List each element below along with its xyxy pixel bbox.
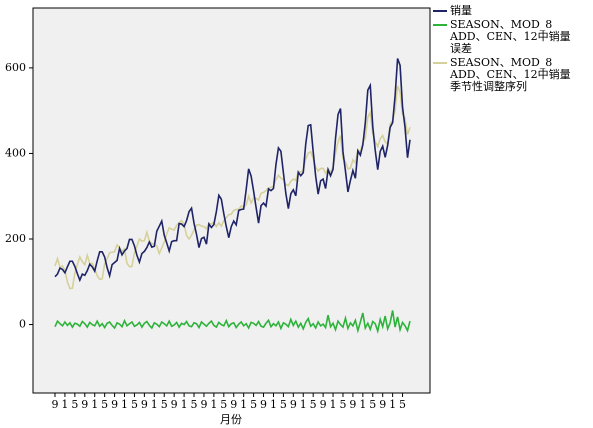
- x-tick-label: 9: [379, 398, 386, 411]
- y-tick-label: 600: [5, 61, 26, 74]
- legend-label: SEASON、MOD_8 ADD、CEN、12中销量误差: [449, 18, 571, 55]
- series-line: [54, 58, 411, 283]
- x-tick-label: 9: [52, 398, 59, 411]
- x-tick-label: 1: [240, 398, 247, 411]
- x-tick-label: 1: [389, 398, 396, 411]
- y-tick-label: 0: [19, 318, 26, 331]
- x-tick-label: 9: [141, 398, 148, 411]
- x-tick-label: 5: [399, 398, 406, 411]
- x-tick-label: 9: [349, 398, 356, 411]
- x-tick-label: 9: [200, 398, 207, 411]
- x-tick-label: 1: [270, 398, 277, 411]
- x-tick-label: 9: [171, 398, 178, 411]
- x-tick-label: 5: [250, 398, 257, 411]
- x-tick-label: 5: [310, 398, 317, 411]
- x-tick-label: 9: [290, 398, 297, 411]
- x-tick-label: 5: [131, 398, 138, 411]
- x-tick-label: 5: [339, 398, 346, 411]
- x-tick-label: 1: [181, 398, 188, 411]
- x-tick-label: 1: [121, 398, 128, 411]
- x-tick-label: 5: [369, 398, 376, 411]
- x-tick-label: 1: [61, 398, 68, 411]
- x-tick-label: 5: [280, 398, 287, 411]
- x-tick-label: 9: [81, 398, 88, 411]
- y-tick-label: 200: [5, 232, 26, 245]
- legend-label: SEASON、MOD_8 ADD、CEN、12中销量季节性调整序列: [449, 56, 571, 93]
- x-tick-label: 1: [330, 398, 337, 411]
- x-tick-label: 5: [161, 398, 168, 411]
- legend-label: 销量: [450, 3, 472, 17]
- series-line: [54, 310, 411, 334]
- series-line: [54, 85, 411, 290]
- x-tick-label: 1: [359, 398, 366, 411]
- x-tick-label: 9: [260, 398, 267, 411]
- x-tick-label: 1: [91, 398, 98, 411]
- x-axis-label: 月份: [220, 413, 242, 426]
- x-tick-label: 1: [300, 398, 307, 411]
- x-tick-label: 5: [191, 398, 198, 411]
- x-tick-label: 9: [320, 398, 327, 411]
- x-tick-label: 5: [71, 398, 78, 411]
- x-tick-label: 1: [210, 398, 217, 411]
- x-tick-label: 9: [111, 398, 118, 411]
- plot-area: [32, 7, 431, 394]
- y-tick-label: 400: [5, 146, 26, 159]
- x-tick-label: 1: [151, 398, 158, 411]
- x-tick-label: 9: [230, 398, 237, 411]
- x-tick-label: 5: [220, 398, 227, 411]
- x-tick-label: 5: [101, 398, 108, 411]
